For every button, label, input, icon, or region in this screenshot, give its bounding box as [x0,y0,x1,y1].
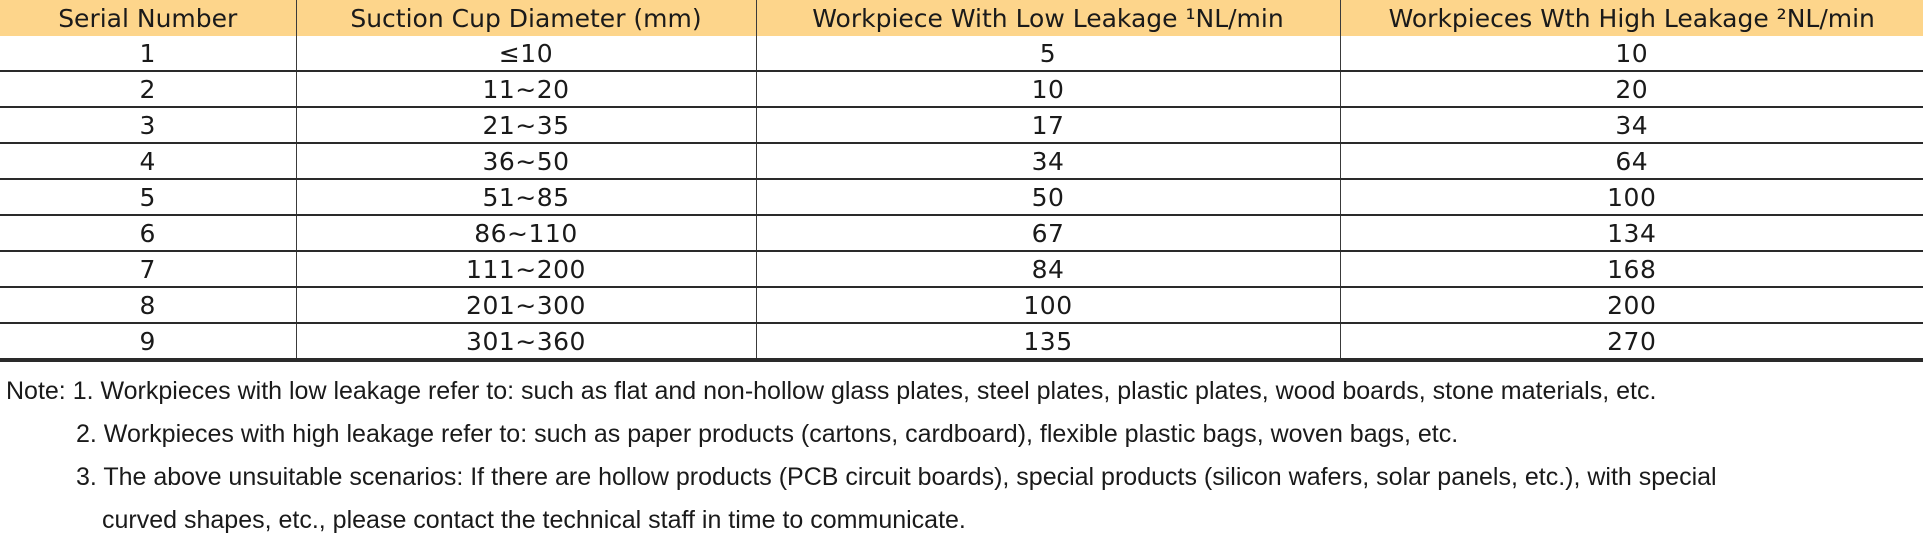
cell-low-leakage: 5 [755,36,1340,71]
cell-diameter: 86∼110 [295,214,756,251]
cell-serial: 2 [0,70,296,107]
table-row: 5 51∼85 50 100 [0,178,1923,215]
cell-serial: 6 [0,214,296,251]
table-row: 9 301∼360 135 270 [0,322,1923,362]
cell-diameter: 21∼35 [295,106,756,143]
cell-diameter: 301∼360 [295,322,756,362]
cell-serial: 1 [139,38,156,68]
cell-serial: 4 [0,142,296,179]
notes-section: Note: 1. Workpieces with low leakage ref… [6,370,1906,542]
cell-high-leakage: 134 [1339,214,1923,251]
cell-serial: 5 [0,178,296,215]
note-line-4: curved shapes, etc., please contact the … [102,506,966,534]
table-row: 7 111∼200 84 168 [0,250,1923,287]
cell-diameter: ≤10 [295,36,756,71]
note-line-3: 3. The above unsuitable scenarios: If th… [76,463,1717,491]
table-row: 2 11∼20 10 20 [0,70,1923,107]
note-line-1: Note: 1. Workpieces with low leakage ref… [6,377,1657,405]
header-low-leakage-flow: Workpiece With Low Leakage ¹NL/min [755,0,1340,36]
note-line-2: 2. Workpieces with high leakage refer to… [76,420,1459,448]
cell-high-leakage: 34 [1339,106,1923,143]
header-serial-number: Serial Number [0,0,296,36]
cell-low-leakage: 17 [755,106,1340,143]
cell-diameter: 11∼20 [295,70,756,107]
cell-diameter: 111∼200 [295,250,756,287]
cell-low-leakage: 34 [755,142,1340,179]
cell-low-leakage: 50 [755,178,1340,215]
cell-low-leakage: 135 [755,322,1340,362]
header-suction-cup-diameter: Suction Cup Diameter (mm) [295,0,756,36]
cell-high-leakage: 10 [1339,36,1923,71]
table-row: 1 ≤10 5 10 [0,36,1923,71]
table-row: 3 21∼35 17 34 [0,106,1923,143]
table-row: 8 201∼300 100 200 [0,286,1923,323]
cell-diameter: 51∼85 [295,178,756,215]
cell-high-leakage: 168 [1339,250,1923,287]
suction-flow-table: Serial Number Suction Cup Diameter (mm) … [0,0,1923,362]
cell-high-leakage: 200 [1339,286,1923,323]
spec-sheet: Serial Number Suction Cup Diameter (mm) … [0,0,1923,534]
cell-diameter: 36∼50 [295,142,756,179]
cell-diameter: 201∼300 [295,286,756,323]
cell-high-leakage: 270 [1339,322,1923,362]
cell-low-leakage: 10 [755,70,1340,107]
cell-low-leakage: 100 [755,286,1340,323]
cell-serial: 9 [0,322,296,362]
cell-low-leakage: 84 [755,250,1340,287]
cell-serial: 8 [0,286,296,323]
table-row: 6 86∼110 67 134 [0,214,1923,251]
cell-low-leakage: 67 [755,214,1340,251]
cell-high-leakage: 64 [1339,142,1923,179]
table-header-row: Serial Number Suction Cup Diameter (mm) … [0,0,1923,36]
cell-high-leakage: 20 [1339,70,1923,107]
cell-serial: 3 [0,106,296,143]
header-high-leakage-flow: Workpieces Wth High Leakage ²NL/min [1339,0,1923,36]
cell-serial: 7 [0,250,296,287]
cell-high-leakage: 100 [1339,178,1923,215]
table-row: 4 36∼50 34 64 [0,142,1923,179]
